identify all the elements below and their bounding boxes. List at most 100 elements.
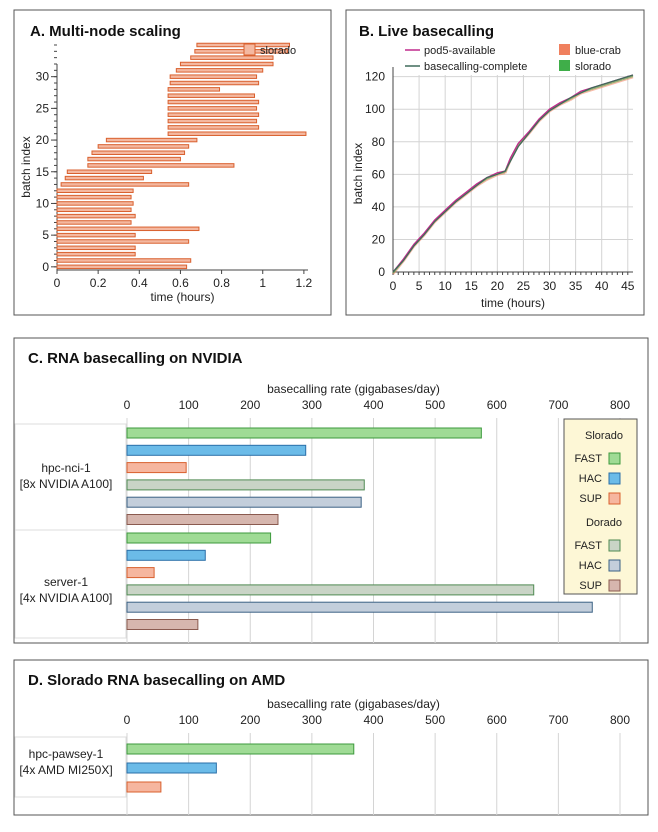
panel-a-bar — [87, 163, 235, 168]
panel-a-legend-swatch — [243, 43, 256, 56]
panel-d-x-tick-label: 0 — [124, 713, 131, 727]
legend-label-dorado-fast: FAST — [574, 540, 602, 552]
panel-b-y-tick-label: 0 — [378, 265, 385, 279]
panel-d-x-tick-label: 100 — [179, 713, 199, 727]
legend-label-dorado-sup: SUP — [579, 580, 602, 592]
panel-a-legend-label: slorado — [260, 45, 296, 57]
panel-a-bar — [167, 125, 260, 130]
panel-c-x-tick-label: 100 — [179, 398, 199, 412]
panel-b-x-tick-label: 35 — [569, 279, 583, 293]
panel-a-bar — [167, 131, 307, 136]
bar-slorado-fast — [126, 743, 355, 755]
panel-a-bar — [169, 74, 258, 79]
panel-b-x-tick-label: 0 — [390, 279, 397, 293]
panel-d-x-tick-label: 600 — [487, 713, 507, 727]
panel-b-x-tick-label: 40 — [595, 279, 609, 293]
panel-a-bar — [167, 106, 258, 111]
panel-a-y-tick-label: 10 — [36, 196, 50, 210]
bar-dorado-sup — [126, 619, 199, 630]
legend-swatch-dorado-hac — [608, 559, 621, 572]
panel-a-bar — [169, 80, 260, 86]
panel-a-y-tick-label: 0 — [42, 260, 49, 274]
panel-c-x-tick-label: 500 — [425, 398, 445, 412]
panel-c-x-tick-label: 600 — [487, 398, 507, 412]
panel-a-bar — [56, 239, 190, 244]
group-label-line2: [4x AMD MI250X] — [19, 763, 112, 777]
panel-a-y-label: batch index — [19, 136, 33, 197]
bar-slorado-fast — [126, 427, 482, 439]
legend-label-slorado-fast: FAST — [574, 453, 602, 465]
legend-title-slorado: Slorado — [585, 430, 623, 442]
legend-title-dorado: Dorado — [586, 517, 622, 529]
panel-d-x-tick-label: 400 — [363, 713, 383, 727]
panel-a-x-tick-label: 0.6 — [172, 276, 189, 290]
panel-a-x-tick-label: 0.8 — [213, 276, 230, 290]
panel-b-legend-pod5: pod5-available — [424, 45, 496, 57]
panel-a-bar — [91, 150, 186, 155]
group-label-line1: hpc-pawsey-1 — [29, 747, 104, 761]
panel-a-y-tick-label: 15 — [36, 165, 50, 179]
panel-b-x-tick-label: 15 — [465, 279, 479, 293]
panel-a-bar — [167, 93, 256, 98]
panel-b-x-tick-label: 20 — [491, 279, 505, 293]
panel-b-legend-slorado: slorado — [575, 61, 611, 73]
panel-c-title: C. RNA basecalling on NVIDIA — [28, 350, 243, 367]
panel-b-legend-complete: basecalling-complete — [424, 61, 527, 73]
group-label-line1: server-1 — [44, 575, 88, 589]
panel-a-bar — [175, 68, 264, 73]
panel-b-y-tick-label: 20 — [372, 232, 386, 246]
panel-c-x-tick-label: 700 — [548, 398, 568, 412]
panel-d-x-label: basecalling rate (gigabases/day) — [267, 697, 440, 711]
panel-a-bar — [56, 245, 136, 251]
panel-d-x-tick-label: 500 — [425, 713, 445, 727]
panel-a-bar — [56, 251, 136, 257]
panel-a-y-tick-label: 5 — [42, 228, 49, 242]
panel-b-frame — [345, 9, 645, 316]
panel-a-bar — [167, 112, 260, 117]
panel-b-title: B. Live basecalling — [359, 23, 494, 40]
panel-b-line-basecalling-complete — [392, 74, 634, 273]
panel-a-bar — [87, 156, 181, 162]
panel-c-x-tick-label: 0 — [124, 398, 131, 412]
legend-swatch-dorado-sup — [608, 579, 621, 592]
panel-d-group-label-box — [14, 736, 127, 798]
panel-a-x-tick-label: 1 — [259, 276, 266, 290]
panel-c-frame — [13, 337, 649, 644]
panel-a-bar — [190, 55, 274, 60]
panel-a-bar — [167, 99, 260, 105]
panel-a-bar — [56, 213, 136, 219]
panel-b-slorado-band — [590, 84, 602, 90]
panel-a-bar — [66, 169, 153, 174]
panel-a-x-tick-label: 1.2 — [296, 276, 313, 290]
panel-a-bar — [56, 258, 192, 263]
group-label-line1: hpc-nci-1 — [41, 461, 91, 475]
legend-swatch-slorado-sup — [608, 492, 621, 505]
panel-c-legend-box — [563, 418, 638, 595]
panel-a-bar — [179, 61, 274, 67]
panel-a-bar — [194, 49, 288, 54]
panel-c-group-label-box — [14, 423, 127, 531]
group-label-line2: [8x NVIDIA A100] — [20, 477, 113, 491]
panel-a-bar — [64, 175, 144, 181]
panel-a-x-tick-label: 0.4 — [131, 276, 148, 290]
legend-label-dorado-hac: HAC — [579, 560, 602, 572]
panel-b-legend-blue-crab: blue-crab — [575, 45, 621, 57]
panel-a-bar — [105, 137, 198, 143]
legend-label-slorado-sup: SUP — [579, 493, 602, 505]
panel-a-bar — [60, 182, 190, 187]
panel-b-x-tick-label: 30 — [543, 279, 557, 293]
panel-b-x-tick-label: 10 — [438, 279, 452, 293]
legend-swatch-slorado-fast — [608, 452, 621, 465]
panel-c-group-label-box — [14, 529, 127, 639]
panel-a-bar — [167, 118, 258, 124]
panel-a-x-tick-label: 0 — [54, 276, 61, 290]
panel-a-bar — [56, 201, 134, 206]
bar-slorado-hac — [126, 444, 307, 456]
legend-label-slorado-hac: HAC — [579, 473, 602, 485]
panel-c-x-label: basecalling rate (gigabases/day) — [267, 382, 440, 396]
panel-b-legend-swatch-slorado — [559, 60, 570, 71]
panel-b-line-pod5-available — [392, 74, 634, 273]
panel-a-bar — [56, 232, 136, 238]
panel-a-bar — [97, 144, 190, 149]
panel-b-x-label: time (hours) — [481, 296, 545, 310]
